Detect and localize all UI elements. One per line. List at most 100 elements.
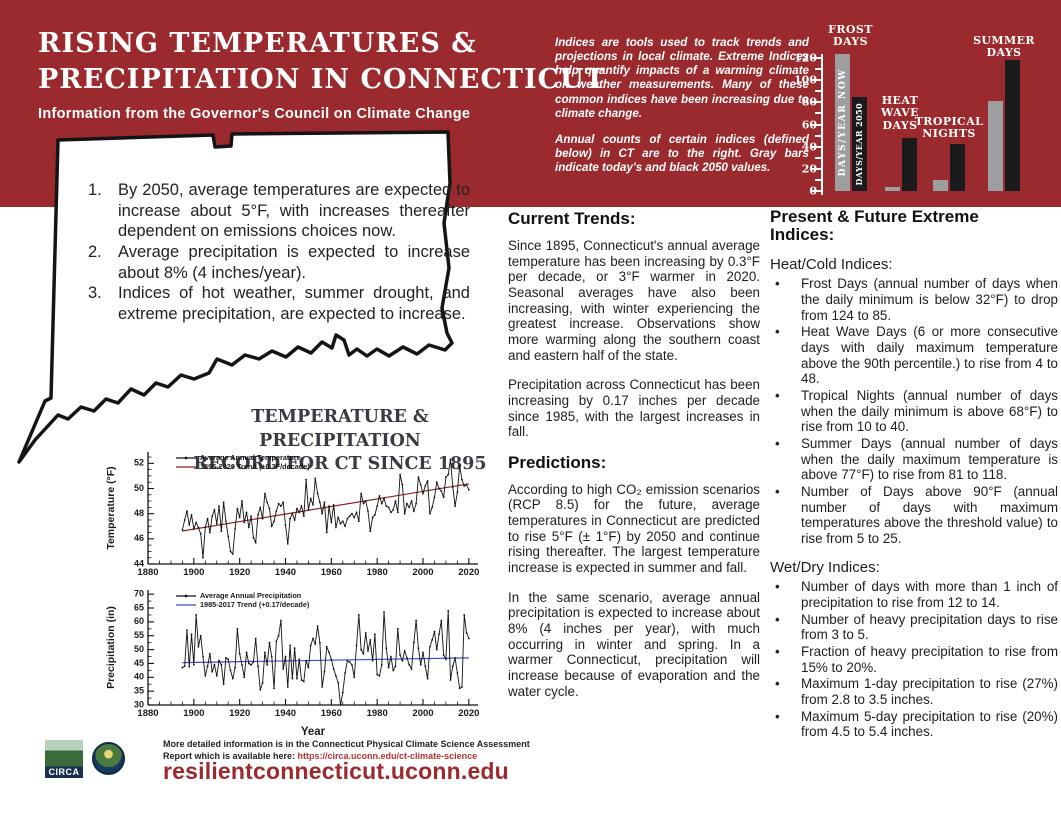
item-text: Fraction of heavy precipitation to rise …	[801, 643, 1058, 675]
connecticut-outline	[17, 130, 454, 464]
svg-text:1895-2020 Trend (+0.3F/decade): 1895-2020 Trend (+0.3F/decade)	[200, 462, 310, 471]
svg-text:1960: 1960	[321, 708, 342, 719]
svg-text:46: 46	[134, 533, 144, 543]
list-item: • Fraction of heavy precipitation to rise…	[770, 644, 1058, 675]
list-item: • Frost Days (annual number of days when …	[770, 276, 1058, 323]
y-tick	[815, 178, 821, 181]
item-text: Number of Days above 90°F (annual number…	[801, 483, 1058, 546]
current-trends-heading: Current Trends:	[508, 209, 636, 228]
y-tick	[812, 57, 821, 59]
y-tick	[815, 134, 821, 137]
list-item: 2. Average precipitation is expected to i…	[88, 242, 470, 283]
predictions-heading: Predictions:	[508, 452, 607, 472]
temperature-chart: 44 46 48 50 52 1880 1900 1920 1940 1960 1980 2000 20…	[105, 452, 479, 578]
svg-text:50: 50	[134, 644, 144, 654]
indices-note: Indices are tools used to track trends a…	[555, 36, 809, 187]
list-item: • Number of Days above 90°F (annual numbe…	[770, 484, 1058, 547]
site-url-link[interactable]: resilientconnecticut.uconn.edu	[163, 758, 509, 784]
item-text: Average precipitation is expected to inc…	[118, 242, 470, 282]
bar-2050-3	[1004, 60, 1020, 191]
heat-cold-list: • Frost Days (annual number of days when …	[770, 276, 1058, 546]
bullet-icon: •	[775, 324, 780, 340]
item-number: 3.	[88, 284, 102, 303]
svg-text:1880: 1880	[137, 708, 158, 719]
svg-text:65: 65	[134, 602, 144, 612]
bar-series-label: DAYS/YEAR NOW	[837, 68, 848, 177]
bullet-icon: •	[775, 708, 780, 724]
y-tick-label: 120	[794, 51, 817, 65]
bullet-icon: •	[775, 483, 780, 499]
item-text: Frost Days (annual number of days when t…	[801, 276, 1058, 323]
svg-text:2020: 2020	[458, 708, 479, 719]
y-tick-label: 60	[801, 118, 817, 131]
list-item: 3. Indices of hot weather, summer drought…	[88, 283, 470, 324]
svg-text:30: 30	[134, 699, 144, 709]
bar-category-label: FROST DAYS	[828, 23, 873, 49]
bar-2050-1	[901, 137, 917, 191]
bar-series-label: DAYS/YEAR 2050	[854, 102, 864, 186]
extreme-indices-column: Present & Future Extreme Indices: Heat/C…	[770, 208, 1058, 741]
svg-text:1940: 1940	[275, 708, 296, 719]
predictions-p1: According to high CO₂ emission scenarios…	[508, 481, 760, 576]
item-text: Tropical Nights (annual number of days w…	[801, 387, 1058, 435]
indices-note-p2: Annual counts of certain indices (define…	[555, 132, 809, 175]
current-trends-p2: Precipitation across Connecticut has bee…	[508, 377, 760, 440]
svg-text:Average Annual Temperature: Average Annual Temperature	[200, 453, 301, 462]
svg-text:Precipitation (in): Precipitation (in)	[105, 606, 117, 689]
predictions-p2: In the same scenario, average annual pre…	[508, 589, 760, 699]
circa-logo: CIRCA	[45, 740, 83, 778]
list-item: • Maximum 5-day precipitation to rise (20…	[770, 709, 1058, 740]
svg-text:Average Annual Precipitation: Average Annual Precipitation	[200, 591, 301, 600]
svg-text:45: 45	[134, 658, 144, 668]
record-chart-title-line1: TEMPERATURE & PRECIPITATION	[251, 407, 429, 451]
svg-text:2000: 2000	[412, 567, 433, 578]
y-tick	[812, 190, 821, 192]
current-trends-column: Current Trends: Since 1895, Connecticut'…	[508, 210, 760, 713]
precipitation-chart: 30 35 40 45 50 55 60 65 70 1880 1900 1920 1940 1960 19…	[105, 589, 479, 738]
svg-text:1985-2017 Trend (+0.17/decade): 1985-2017 Trend (+0.17/decade)	[200, 600, 310, 609]
bullet-icon: •	[775, 387, 780, 403]
y-tick	[812, 101, 821, 104]
extreme-indices-heading: Present & Future Extreme Indices:	[770, 207, 979, 244]
y-tick	[815, 68, 821, 71]
item-text: Summer Days (annual number of days when …	[801, 435, 1058, 483]
list-item: • Tropical Nights (annual number of days …	[770, 388, 1058, 435]
y-tick	[815, 90, 821, 93]
record-chart-title-line2: RECORD FOR CT SINCE 1895	[193, 454, 487, 475]
list-item: • Heat Wave Days (6 or more consecutive d…	[770, 324, 1058, 387]
svg-text:70: 70	[134, 589, 144, 599]
y-tick	[812, 123, 821, 126]
y-tick-label: 40	[801, 140, 817, 154]
list-item: 1. By 2050, average temperatures are expe…	[88, 180, 470, 242]
svg-text:40: 40	[134, 672, 144, 682]
svg-text:52: 52	[134, 458, 144, 468]
list-item: • Number of heavy precipitation days to r…	[770, 612, 1058, 643]
svg-text:1940: 1940	[275, 567, 296, 578]
svg-text:48: 48	[134, 508, 144, 518]
svg-text:55: 55	[134, 630, 144, 640]
item-text: Number of heavy precipitation days to ri…	[801, 611, 1058, 643]
svg-text:1980: 1980	[367, 708, 388, 719]
wet-dry-subheading: Wet/Dry Indices:	[770, 558, 880, 576]
indices-note-p1: Indices are tools used to track trends a…	[555, 36, 809, 120]
page-subtitle: Information from the Governor's Council …	[38, 106, 471, 122]
y-tick	[812, 145, 821, 148]
list-item: • Number of days with more than 1 inch of…	[770, 579, 1058, 610]
current-trends-p1: Since 1895, Connecticut's annual average…	[508, 237, 760, 363]
svg-text:Year: Year	[301, 726, 326, 738]
connecticut-outline-path	[17, 130, 454, 464]
report-url-link[interactable]: https://circa.uconn.edu/ct-climate-scien…	[297, 750, 478, 761]
item-text: Number of days with more than 1 inch of …	[801, 579, 1058, 610]
item-text: Maximum 5-day precipitation to rise (20%…	[801, 708, 1058, 740]
bar-chart-y-axis	[821, 54, 823, 195]
bar-category-label: SUMMER DAYS	[973, 34, 1035, 60]
bar-now-1	[885, 186, 900, 191]
page-title-line2: PRECIPITATION IN CONNECTICUT	[38, 64, 606, 95]
bar-2050-0	[851, 96, 867, 191]
y-tick-label: 0	[809, 184, 817, 198]
bullet-icon: •	[775, 276, 780, 292]
bar-now-3	[988, 101, 1003, 191]
svg-text:50: 50	[134, 483, 144, 493]
page-title-line1: RISING TEMPERATURES &	[38, 28, 477, 59]
report-name: Connecticut Physical Climate Science Ass…	[163, 739, 530, 761]
